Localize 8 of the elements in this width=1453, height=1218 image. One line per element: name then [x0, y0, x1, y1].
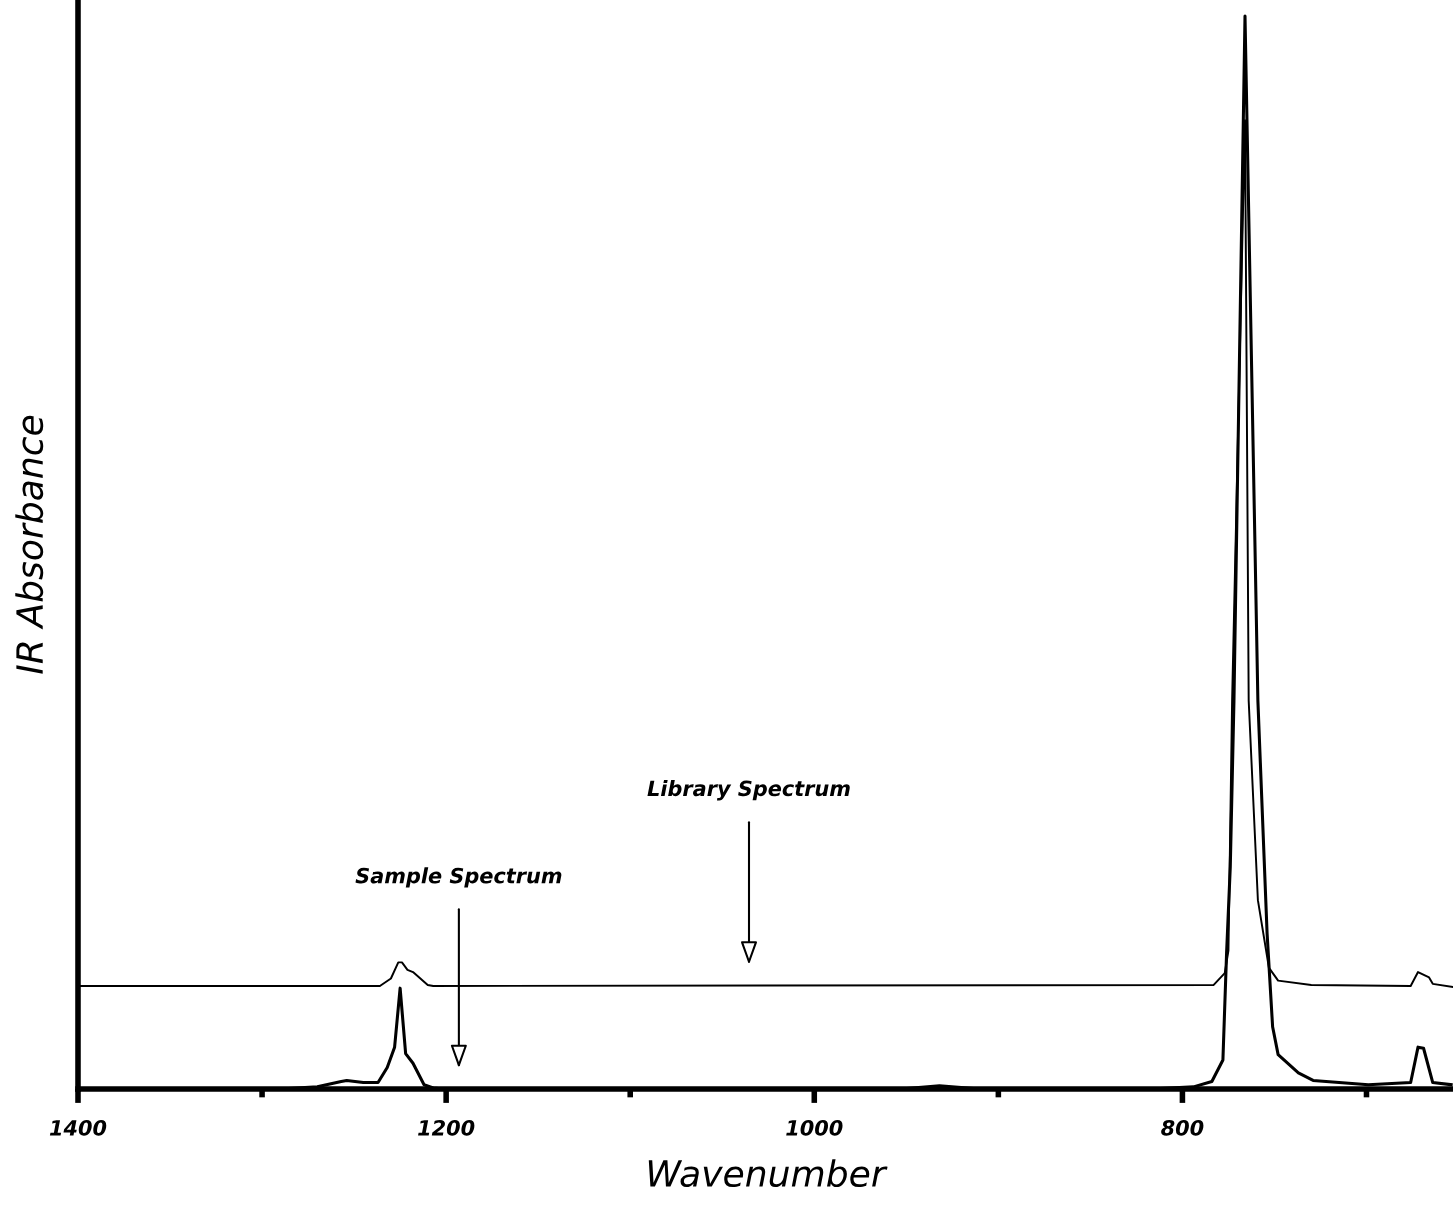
y-axis-title: IR Absorbance	[15, 415, 44, 674]
x-tick-label: 1000	[786, 1119, 843, 1136]
x-tick-label: 1400	[49, 1119, 107, 1136]
annotation: Sample Spectrum	[355, 867, 562, 888]
x-tick-label: 1200	[418, 1119, 475, 1136]
x-tick-label: 800	[1161, 1119, 1204, 1136]
annotation: Library Spectrum	[647, 780, 850, 801]
x-axis-title: Wavenumber	[648, 1159, 888, 1188]
